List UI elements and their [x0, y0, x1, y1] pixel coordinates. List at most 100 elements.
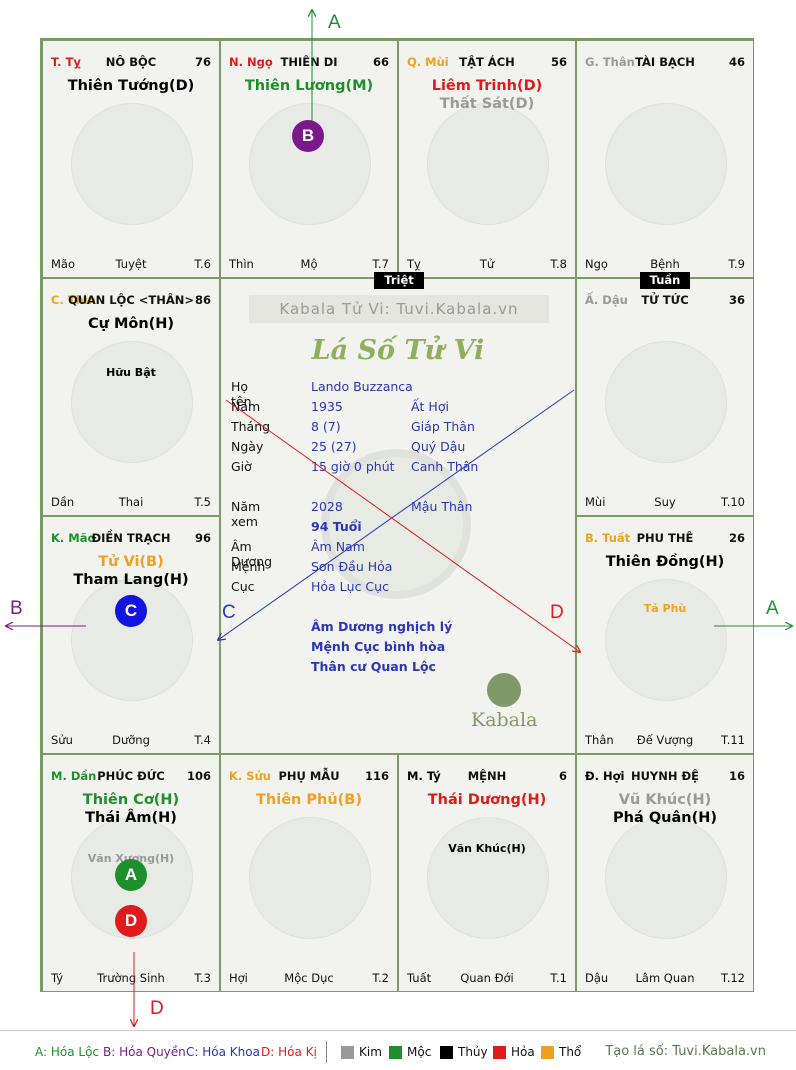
major-star: Thái Dương(H) — [427, 792, 547, 808]
footer-month: T.11 — [721, 733, 745, 747]
footer-stage: Mộ — [300, 257, 318, 271]
palace-cell[interactable]: M. Tý MỆNH 6 Thái Dương(H) Văn Khúc(H) Tuất Qu… — [398, 754, 576, 992]
legend-hoa-ki: D: Hóa Kị — [261, 1045, 317, 1059]
hoa-ki-badge: D — [115, 905, 147, 937]
zodiac-watermark-icon — [605, 579, 727, 701]
zodiac-watermark-icon — [605, 817, 727, 939]
major-star: Liêm Trinh(D) — [431, 78, 543, 94]
info-value-secondary: Quý Dậu — [411, 439, 466, 454]
info-value: 2028 — [311, 499, 343, 514]
palace-age: 26 — [728, 531, 745, 545]
footer-month: T.9 — [728, 257, 745, 271]
info-value: 15 giờ 0 phút — [311, 459, 395, 474]
palace-cell[interactable]: B. Tuất PHU THÊ 26 Thiên Đồng(H) Tả Phù Thân Đ… — [576, 516, 754, 754]
moc-swatch-icon — [389, 1046, 402, 1059]
tuan-tag: Tuần — [640, 272, 690, 289]
info-label: Ngày — [231, 439, 264, 454]
palace-name: TẬT ÁCH — [459, 55, 515, 69]
minor-star: Văn Khúc(H) — [448, 842, 526, 855]
center-info-panel: Kabala Tử Vi: Tuvi.Kabala.vn Lá Số Tử Vi… — [220, 278, 576, 754]
palace-cell[interactable]: K. Sửu PHỤ MẪU 116 Thiên Phủ(B) Hợi Mộc Dục T.… — [220, 754, 398, 992]
palace-name: QUAN LỘC <THÂN> — [67, 293, 195, 307]
legend-hoa-quyen: B: Hóa Quyền — [103, 1045, 186, 1059]
footer-stage: Lâm Quan — [635, 971, 695, 985]
major-stars: Tử Vi(B) Tham Lang(H) — [43, 553, 219, 589]
legend-hoa: Hỏa — [511, 1045, 535, 1059]
major-star: Tham Lang(H) — [73, 572, 189, 588]
footer-stage: Bệnh — [650, 257, 680, 271]
palace-footer: Sửu Dưỡng T.4 — [51, 733, 211, 747]
arrow-label-d: D — [550, 602, 564, 623]
info-value: Hỏa Lục Cục — [311, 579, 389, 594]
legend-bar: A: Hóa Lộc B: Hóa Quyền C: Hóa Khoa D: H… — [0, 1030, 796, 1070]
palace-header: N. Ngọ THIÊN DI 66 — [229, 55, 389, 71]
palace-footer: Dần Thai T.5 — [51, 495, 211, 509]
palace-footer: Thân Đế Vượng T.11 — [585, 733, 745, 747]
legend-moc: Mộc — [407, 1045, 432, 1059]
major-star: Thiên Tướng(D) — [67, 78, 195, 94]
site-link[interactable]: Tạo lá số: Tuvi.Kabala.vn — [605, 1044, 766, 1059]
footer-stage: Đế Vượng — [636, 733, 694, 747]
chart-title: Lá Số Tử Vi — [311, 335, 485, 366]
footer-month: T.7 — [372, 257, 389, 271]
arrow-label-a-top: A — [328, 12, 341, 33]
palace-age: 56 — [550, 55, 567, 69]
palace-name: PHU THÊ — [636, 531, 694, 545]
major-stars: Thái Dương(H) — [399, 791, 575, 809]
footer-branch: Thìn — [229, 257, 254, 271]
palace-branch: M. Tý — [407, 769, 441, 783]
kabala-logo-text: Kabala — [471, 709, 538, 731]
footer-branch: Ngọ — [585, 257, 608, 271]
major-star: Vũ Khúc(H) — [618, 792, 712, 808]
palace-header: M. Tý MỆNH 6 — [407, 769, 567, 785]
palace-name: MỆNH — [467, 769, 507, 783]
hoa-quyen-badge: B — [292, 120, 324, 152]
palace-cell[interactable]: T. Tỵ NÔ BỘC 76 Thiên Tướng(D) Mão Tuyệt T.6 — [42, 40, 220, 278]
palace-footer: Thìn Mộ T.7 — [229, 257, 389, 271]
hoa-loc-badge: A — [115, 859, 147, 891]
palace-name: THIÊN DI — [280, 55, 338, 69]
major-star: Thiên Phủ(B) — [256, 792, 362, 808]
footer-month: T.6 — [194, 257, 211, 271]
palace-cell[interactable]: Q. Mùi TẬT ÁCH 56 Liêm Trinh(D) Thất Sát(D) T… — [398, 40, 576, 278]
footer-branch: Tý — [51, 971, 64, 985]
palace-cell[interactable]: K. Mão ĐIỀN TRẠCH 96 Tử Vi(B) Tham Lang(H) Sử… — [42, 516, 220, 754]
palace-branch: C. Thìn — [51, 293, 96, 307]
palace-age: 66 — [372, 55, 389, 69]
legend-hoa-loc: A: Hóa Lộc — [35, 1045, 100, 1059]
palace-header: K. Mão ĐIỀN TRẠCH 96 — [51, 531, 211, 547]
arrow-label-c: C — [222, 602, 236, 623]
palace-footer: Ngọ Bệnh T.9 — [585, 257, 745, 271]
info-label: Tháng — [231, 419, 271, 434]
kabala-logo-icon — [487, 673, 521, 707]
palace-age: 106 — [186, 769, 211, 783]
palace-footer: Mão Tuyệt T.6 — [51, 257, 211, 271]
palace-footer: Tuất Quan Đới T.1 — [407, 971, 567, 985]
footer-branch: Thân — [585, 733, 614, 747]
palace-cell[interactable]: Ấ. Dậu TỬ TỨC 36 Mùi Suy T.10 — [576, 278, 754, 516]
palace-cell[interactable]: N. Ngọ THIÊN DI 66 Thiên Lương(M) Thìn Mộ T.7 — [220, 40, 398, 278]
info-note: Âm Dương nghịch lý — [311, 619, 453, 634]
info-value: 94 Tuổi — [311, 519, 362, 534]
palace-branch: K. Mão — [51, 531, 96, 545]
palace-age: 96 — [194, 531, 211, 545]
major-stars: Cự Môn(H) — [43, 315, 219, 333]
palace-header: T. Tỵ NÔ BỘC 76 — [51, 55, 211, 71]
palace-cell[interactable]: G. Thân TÀI BẠCH 46 Ngọ Bệnh T.9 — [576, 40, 754, 278]
info-label: Giờ — [231, 459, 252, 474]
arrow-label-b-left: B — [10, 598, 23, 619]
arrow-label-d-bottom: D — [150, 998, 164, 1019]
footer-stage: Suy — [654, 495, 676, 509]
palace-cell[interactable]: Đ. Hợi HUYNH ĐỆ 16 Vũ Khúc(H) Phá Quân(H) Dậu… — [576, 754, 754, 992]
palace-age: 6 — [558, 769, 567, 783]
hoa-khoa-badge: C — [115, 595, 147, 627]
palace-cell[interactable]: C. Thìn QUAN LỘC <THÂN> 86 Cự Môn(H) Hữu Bật… — [42, 278, 220, 516]
zodiac-watermark-icon — [249, 817, 371, 939]
footer-stage: Mộc Dục — [284, 971, 334, 985]
info-note: Thân cư Quan Lộc — [311, 659, 436, 674]
palace-name: ĐIỀN TRẠCH — [91, 531, 171, 545]
palace-branch: Đ. Hợi — [585, 769, 625, 783]
palace-age: 116 — [364, 769, 389, 783]
footer-stage: Dưỡng — [112, 733, 150, 747]
palace-branch: Ấ. Dậu — [585, 293, 628, 307]
